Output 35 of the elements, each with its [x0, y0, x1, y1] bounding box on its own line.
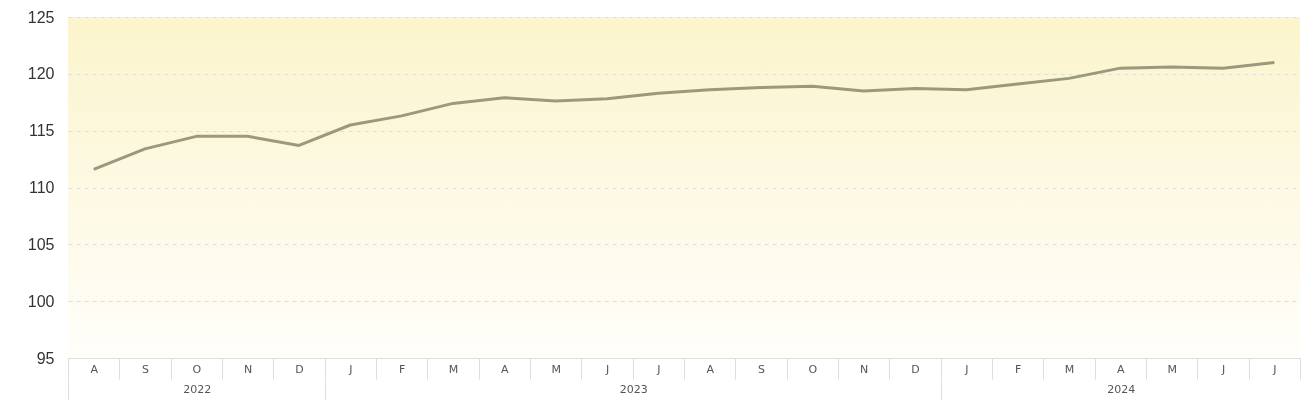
y-tick-label: 95: [36, 349, 55, 367]
x-tick-label: J: [348, 362, 353, 376]
x-tick-label: M: [551, 362, 561, 376]
x-tick-label: O: [808, 362, 818, 376]
x-tick-label: S: [142, 362, 150, 376]
x-tick-label: S: [758, 362, 766, 376]
y-tick-label: 110: [28, 179, 55, 196]
x-tick-label: J: [604, 362, 610, 376]
x-tick-label: F: [1015, 362, 1022, 376]
y-tick-label: 100: [27, 292, 55, 310]
x-tick-label: J: [656, 362, 661, 376]
x-tick-label: N: [244, 362, 253, 376]
x-tick-label: F: [399, 362, 406, 376]
x-tick-label: M: [448, 362, 459, 376]
y-tick-label: 115: [28, 122, 55, 140]
x-tick-label: O: [192, 362, 202, 376]
x-tick-label: A: [706, 362, 715, 376]
y-tick-label: 105: [27, 235, 55, 253]
x-tick-label: J: [1272, 362, 1277, 376]
x-tick-label: D: [295, 362, 304, 376]
x-tick-label: D: [911, 362, 920, 376]
x-tick-label: M: [1167, 362, 1177, 376]
x-tick-label: J: [1220, 362, 1226, 376]
x-tick-label: M: [1064, 362, 1075, 376]
text: 2022: [68, 380, 326, 400]
text: 2024: [940, 380, 1301, 400]
x-tick-label: A: [501, 362, 510, 376]
y-tick-label: 120: [27, 65, 55, 83]
y-tick-label: 125: [27, 8, 55, 26]
line-series: [92, 60, 1276, 171]
text: 2023: [324, 380, 942, 400]
x-tick-label: N: [860, 362, 869, 376]
x-tick-label: A: [90, 362, 99, 376]
x-tick-label: A: [1117, 362, 1126, 376]
x-tick-label: J: [964, 362, 969, 376]
